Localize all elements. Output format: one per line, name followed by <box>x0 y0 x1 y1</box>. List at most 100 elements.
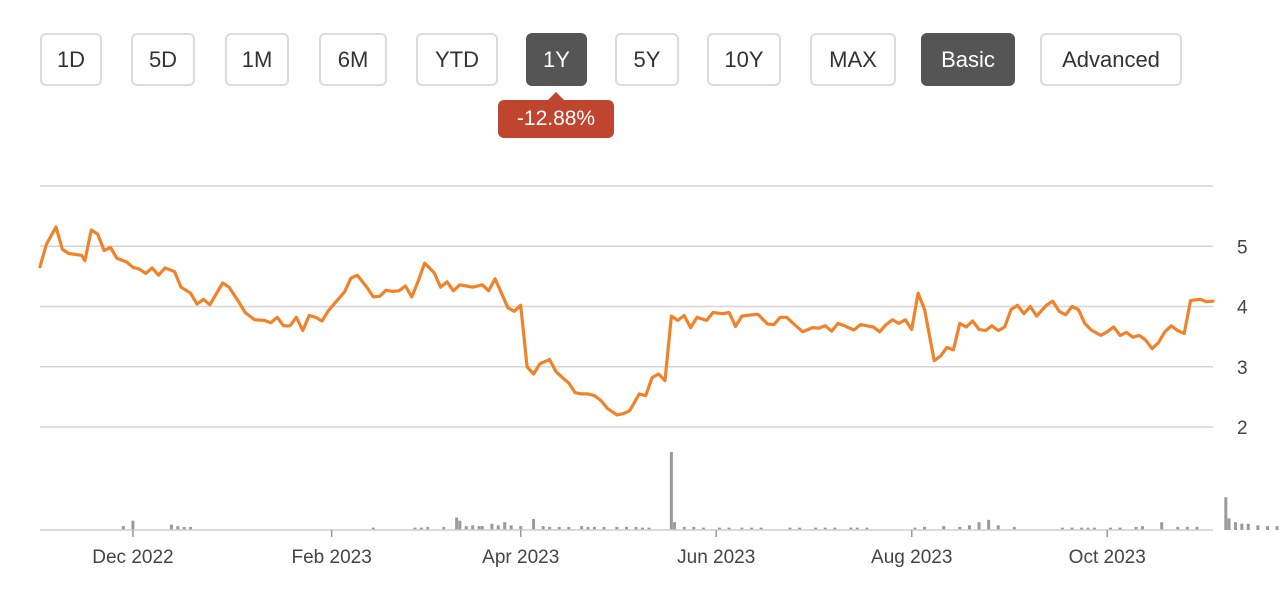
volume-bar <box>490 523 494 530</box>
volume-bar <box>557 526 561 530</box>
volume-bar <box>1092 527 1096 530</box>
volume-bar <box>717 527 721 530</box>
volume-bar <box>647 527 651 530</box>
volume-bar <box>615 526 619 530</box>
volume-bar <box>541 526 545 530</box>
volume-bar <box>1227 518 1231 530</box>
volume-bar <box>701 527 705 530</box>
volume-bar <box>1185 526 1189 530</box>
volume-bar <box>923 526 927 530</box>
volume-bar <box>1060 527 1064 530</box>
volume-bar <box>823 527 827 530</box>
volume-bar <box>1070 527 1074 530</box>
volume-bar <box>464 526 468 530</box>
volume-bar <box>503 522 507 530</box>
volume-bar <box>1140 526 1144 530</box>
volume-bar <box>669 452 673 530</box>
volume-bar <box>759 527 763 530</box>
range-button-1y[interactable]: 1Y <box>526 33 587 86</box>
range-button-5y[interactable]: 5Y <box>615 33 679 86</box>
volume-bar <box>532 519 536 530</box>
volume-bar <box>788 527 792 530</box>
x-tick-label: Feb 2023 <box>291 547 371 568</box>
range-button-1m[interactable]: 1M <box>225 33 289 86</box>
volume-bar <box>131 520 135 530</box>
volume-bar <box>1224 497 1228 530</box>
change-badge-text: -12.88% <box>516 107 596 130</box>
volume-bar <box>592 526 596 530</box>
volume-bar <box>727 527 731 530</box>
mode-button-basic[interactable]: Basic <box>921 33 1015 86</box>
volume-bar <box>548 526 552 530</box>
volume-bar <box>692 526 696 530</box>
volume-bar <box>1256 525 1260 530</box>
volume-bar <box>996 525 1000 530</box>
volume-bar <box>814 527 818 530</box>
volume-bar <box>580 526 584 530</box>
range-button-6m[interactable]: 6M <box>319 33 387 86</box>
volume-bar <box>496 525 500 530</box>
volume-bar <box>426 526 430 530</box>
volume-bar <box>413 527 417 530</box>
volume-bar <box>855 527 859 530</box>
volume-bar <box>1265 526 1269 530</box>
volume-bar <box>455 517 459 530</box>
volume-bar <box>1108 527 1112 530</box>
volume-bar <box>849 527 853 530</box>
volume-bar <box>641 527 645 530</box>
volume-bar <box>1080 527 1084 530</box>
range-button-max[interactable]: MAX <box>810 33 896 86</box>
volume-bar <box>958 526 962 530</box>
range-button-1d[interactable]: 1D <box>40 33 102 86</box>
volume-bar <box>371 527 375 530</box>
volume-bar <box>458 520 462 530</box>
volume-bar <box>189 526 193 530</box>
volume-bar <box>1160 522 1164 530</box>
volume-bar <box>1275 526 1279 530</box>
volume-bar <box>176 526 180 530</box>
change-badge: -12.88% <box>498 92 614 138</box>
volume-bar <box>634 526 638 530</box>
volume-bar <box>509 525 513 530</box>
y-tick-label: 2 <box>1237 418 1248 439</box>
volume-bar <box>1134 526 1138 530</box>
volume-bar <box>1176 526 1180 530</box>
volume-bar <box>865 527 869 530</box>
volume-bar <box>586 526 590 530</box>
y-tick-label: 4 <box>1237 298 1248 319</box>
volume-bar <box>987 519 991 530</box>
volume-bar <box>913 527 917 530</box>
y-tick-label: 3 <box>1237 358 1248 379</box>
volume-bar <box>1233 522 1237 530</box>
volume-bar <box>471 525 475 530</box>
x-tick-label: Aug 2023 <box>871 547 952 568</box>
volume-bar <box>602 526 606 530</box>
range-button-ytd[interactable]: YTD <box>416 33 498 86</box>
x-tick-label: Jun 2023 <box>677 547 755 568</box>
volume-bar <box>1195 526 1199 530</box>
price-series-line <box>38 225 1215 417</box>
mode-button-advanced[interactable]: Advanced <box>1040 33 1182 86</box>
volume-bar <box>1240 523 1244 530</box>
volume-bar <box>1246 523 1250 530</box>
volume-bar <box>1118 527 1122 530</box>
volume-bar <box>977 522 981 530</box>
volume-bar <box>682 526 686 530</box>
range-button-5d[interactable]: 5D <box>131 33 195 86</box>
volume-bar <box>740 527 744 530</box>
range-button-10y[interactable]: 10Y <box>707 33 781 86</box>
badge-pointer <box>548 92 564 100</box>
volume-bar <box>169 524 173 530</box>
volume-bar <box>967 525 971 530</box>
volume-bar <box>1086 527 1090 530</box>
volume-bar <box>477 526 481 530</box>
y-tick-label: 5 <box>1237 237 1248 258</box>
volume-bar <box>833 527 837 530</box>
x-tick-label: Apr 2023 <box>482 547 559 568</box>
x-tick-label: Dec 2022 <box>92 547 173 568</box>
volume-bar <box>419 527 423 530</box>
volume-bar <box>798 527 802 530</box>
volume-bar <box>942 526 946 530</box>
volume-bar <box>749 527 753 530</box>
